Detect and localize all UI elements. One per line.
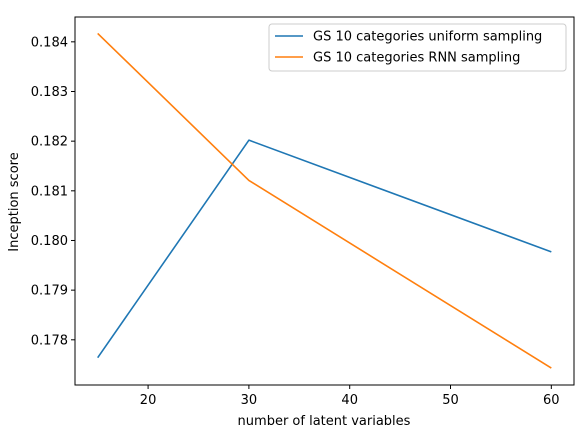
plot-area bbox=[74, 16, 575, 386]
x-tick-label: 20 bbox=[140, 393, 157, 408]
x-tick-label: 60 bbox=[543, 393, 560, 408]
series-line-2 bbox=[97, 32, 552, 369]
y-tick-label: 0.183 bbox=[31, 85, 68, 100]
y-tick-label: 0.182 bbox=[31, 135, 68, 150]
y-axis-label: Inception score bbox=[7, 152, 22, 251]
y-tick-label: 0.181 bbox=[31, 184, 68, 199]
x-tick-label: 50 bbox=[442, 393, 459, 408]
y-tick-label: 0.178 bbox=[31, 333, 68, 348]
legend: GS 10 categories uniform sampling GS 10 c… bbox=[268, 23, 567, 72]
legend-box bbox=[268, 23, 567, 72]
y-tick-label: 0.180 bbox=[31, 234, 68, 249]
legend-label-2: GS 10 categories RNN sampling bbox=[313, 51, 520, 66]
series-line-1 bbox=[97, 139, 552, 359]
x-tick-label: 40 bbox=[341, 393, 358, 408]
plot-frame bbox=[74, 16, 575, 386]
legend-label-1: GS 10 categories uniform sampling bbox=[313, 30, 542, 45]
x-axis-label: number of latent variables bbox=[238, 414, 411, 429]
x-axis: 20 30 40 50 60 bbox=[140, 385, 560, 408]
y-axis: 0.178 0.179 0.180 0.181 0.182 0.183 0.184 bbox=[31, 35, 75, 348]
y-tick-label: 0.184 bbox=[31, 35, 68, 50]
x-tick-label: 30 bbox=[241, 393, 258, 408]
y-tick-label: 0.179 bbox=[31, 284, 68, 299]
